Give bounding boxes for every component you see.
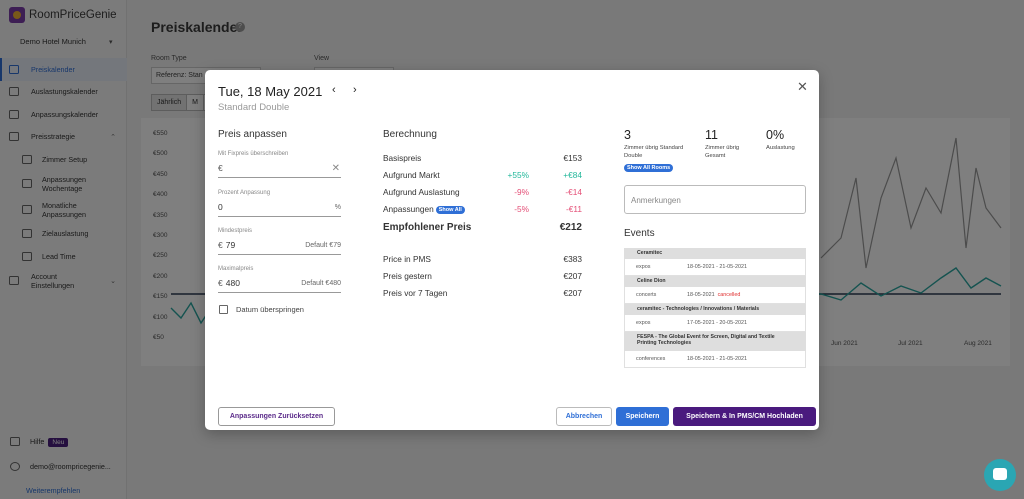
currency-prefix: € — [218, 278, 223, 288]
calc-row-markt: Aufgrund Markt +55% +€84 — [383, 170, 582, 180]
reset-adjustments-button[interactable]: Anpassungen Zurücksetzen — [218, 407, 335, 426]
percent-label: Prozent Anpassung — [218, 190, 271, 196]
event-name: Ceramitec — [624, 248, 806, 259]
min-price-field[interactable]: Mindestpreis €79 Default €79 — [218, 228, 341, 255]
max-default: Default €480 — [301, 280, 341, 287]
min-price-input[interactable]: 79 — [225, 240, 236, 250]
skip-date-checkbox[interactable] — [219, 305, 228, 314]
rooms-left-standard-label: Zimmer übrig Standard Double — [624, 145, 684, 159]
calc-title: Berechnung — [383, 129, 437, 140]
notes-input[interactable]: Anmerkungen — [624, 185, 806, 214]
calc-row-week: Preis vor 7 Tagen €207 — [383, 288, 582, 298]
save-upload-button[interactable]: Speichern & In PMS/CM Hochladen — [673, 407, 816, 426]
cancel-button[interactable]: Abbrechen — [556, 407, 612, 426]
percent-suffix: % — [334, 204, 341, 211]
close-icon[interactable]: ✕ — [797, 79, 808, 94]
events-title: Events — [624, 228, 655, 239]
event-row: concerts 18-05-2021 cancelled — [624, 287, 806, 304]
percent-input[interactable]: 0 — [218, 202, 223, 212]
save-button[interactable]: Speichern — [616, 407, 669, 426]
calc-row-auslastung: Aufgrund Auslastung -9% -€14 — [383, 187, 582, 197]
event-row: conferences 18-05-2021 - 21-05-2021 — [624, 351, 806, 368]
max-price-input[interactable]: 480 — [225, 278, 240, 288]
occupancy-label: Auslastung — [766, 145, 795, 151]
calc-row-recommended: Empfohlener Preis €212 — [383, 222, 582, 233]
event-name: ceramitec - Technologies / Innovations /… — [624, 304, 806, 315]
show-all-button[interactable]: Show All — [435, 206, 465, 214]
cancelled-status: cancelled — [717, 292, 741, 298]
max-price-field[interactable]: Maximalpreis €480 Default €480 — [218, 266, 341, 293]
event-name: FESPA - The Global Event for Screen, Dig… — [624, 332, 806, 351]
adjust-title: Preis anpassen — [218, 129, 287, 140]
modal-room-type: Standard Double — [218, 102, 290, 113]
event-row: expos 17-05-2021 - 20-05-2021 — [624, 315, 806, 332]
occupancy: 0% — [766, 128, 785, 142]
rooms-left-standard: 3 — [624, 128, 631, 142]
calc-row-pms: Price in PMS €383 — [383, 254, 582, 264]
fixed-price-label: Mit Fixpreis überschreiben — [218, 151, 289, 157]
fixed-price-field[interactable]: Mit Fixpreis überschreiben € ✕ — [218, 151, 341, 178]
max-price-label: Maximalpreis — [218, 266, 254, 272]
calc-row-anpassungen: Anpassungen Show All -5% -€11 — [383, 204, 582, 214]
rooms-left-total: 11 — [705, 128, 718, 142]
min-default: Default €79 — [305, 242, 341, 249]
rooms-left-total-label: Zimmer übrig Gesamt — [705, 145, 740, 159]
min-price-label: Mindestpreis — [218, 228, 253, 234]
event-row: expos 18-05-2021 - 21-05-2021 — [624, 259, 806, 276]
next-day-icon[interactable]: › — [353, 84, 357, 96]
percent-field[interactable]: Prozent Anpassung 0 % — [218, 190, 341, 217]
show-all-rooms-button[interactable]: Show All Rooms — [624, 164, 674, 172]
clear-icon[interactable]: ✕ — [331, 163, 340, 174]
calc-row-basispreis: Basispreis €153 — [383, 153, 582, 163]
price-detail-modal: Tue, 18 May 2021 ‹ › Standard Double ✕ P… — [205, 70, 819, 430]
chat-icon[interactable] — [984, 459, 1016, 491]
calc-row-yesterday: Preis gestern €207 — [383, 271, 582, 281]
modal-date: Tue, 18 May 2021 — [218, 84, 323, 99]
currency-prefix: € — [218, 240, 223, 250]
recommended-price: €212 — [559, 222, 582, 233]
currency-prefix: € — [218, 163, 223, 173]
prev-day-icon[interactable]: ‹ — [332, 84, 336, 96]
event-name: Celine Dion — [624, 276, 806, 287]
events-table: Ceramitec expos 18-05-2021 - 21-05-2021 … — [624, 248, 806, 368]
skip-date-label[interactable]: Datum überspringen — [236, 305, 304, 314]
